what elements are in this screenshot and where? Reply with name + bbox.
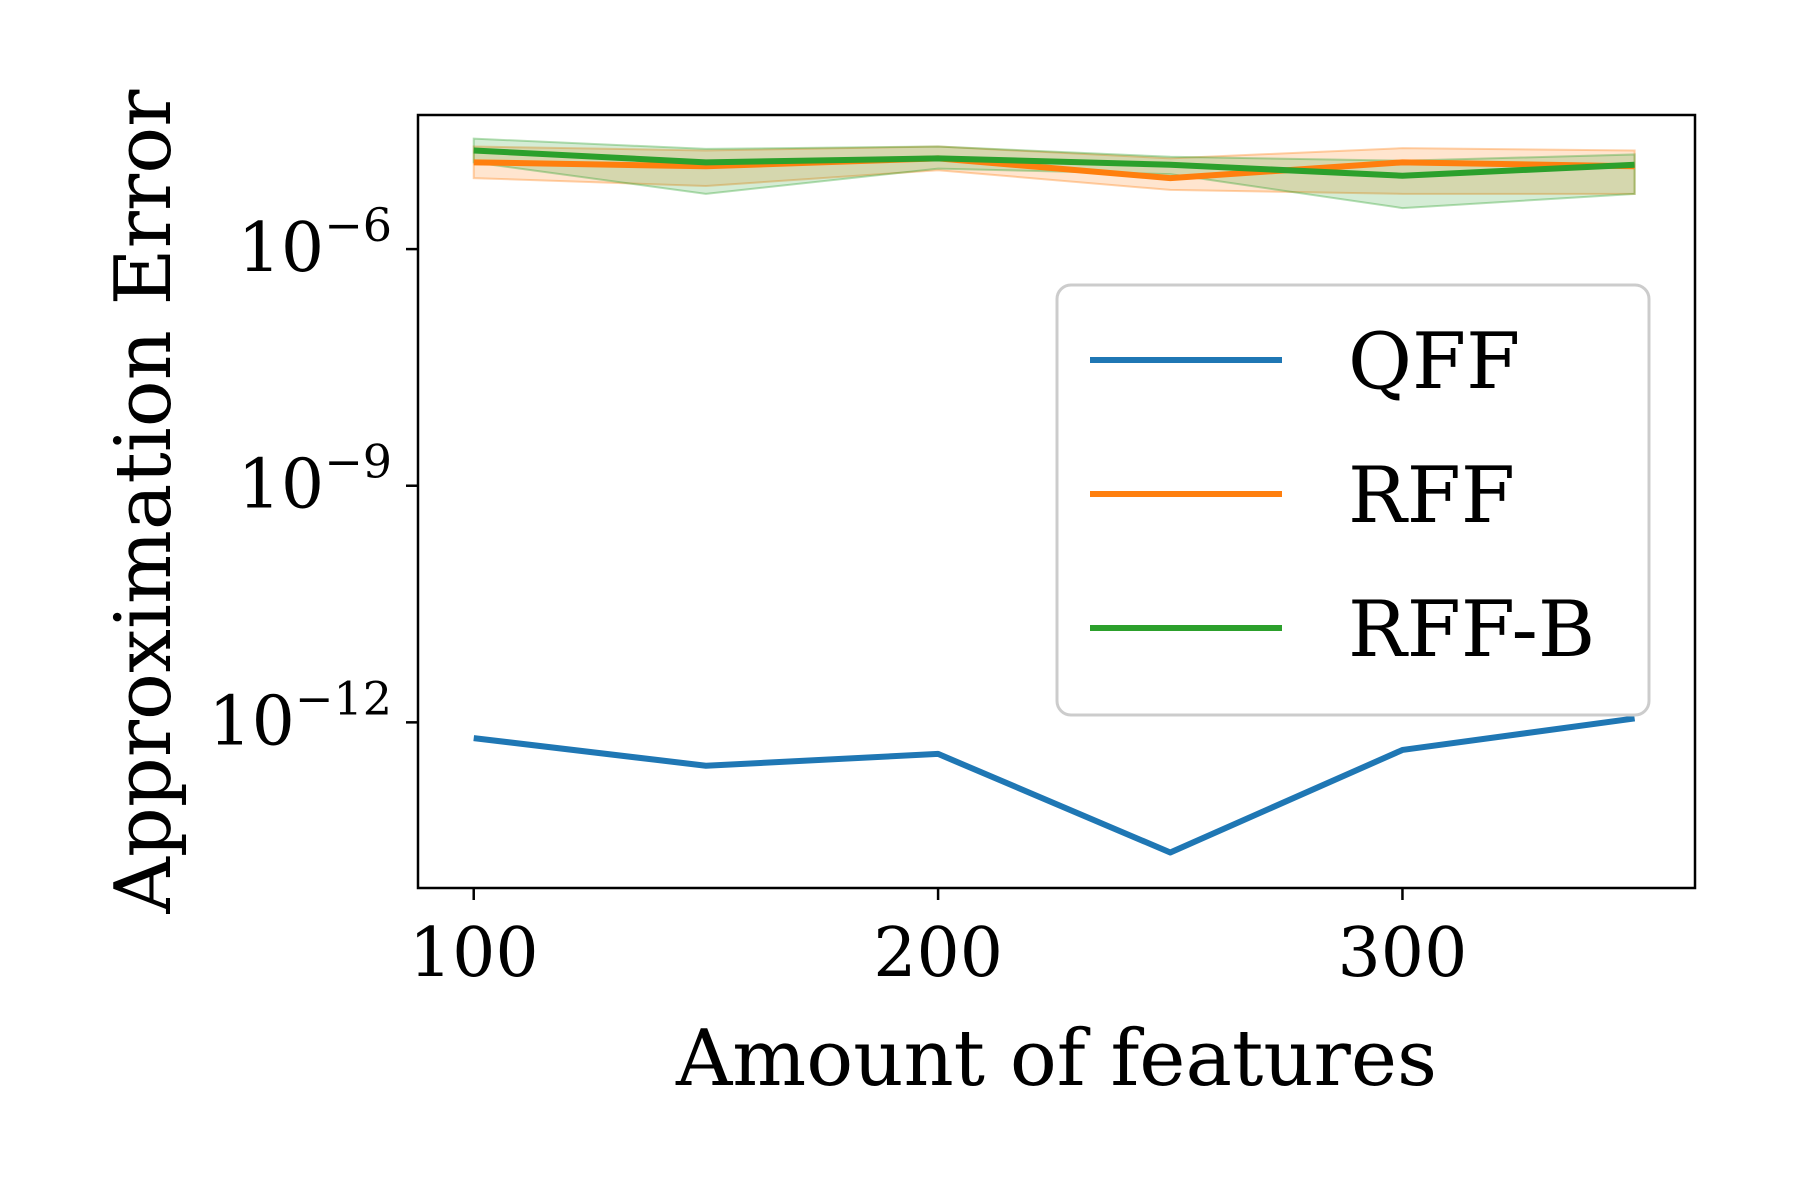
plot-frame (416, 113, 1697, 890)
legend: QFF RFF RFF-B (1055, 283, 1651, 717)
x-tick-label: 100 (409, 914, 539, 993)
x-tick-label: 300 (1338, 914, 1468, 993)
y-tick-label: 10−9 (238, 435, 392, 525)
y-axis-label: Approximation Error (99, 89, 189, 915)
series-line-rff (473, 155, 1635, 182)
y-axis-ticks: 10−6 10−9 10−12 (208, 198, 418, 761)
legend-label: QFF (1348, 317, 1520, 407)
legend-box (1055, 283, 1651, 717)
y-tick-label: 10−12 (208, 671, 392, 761)
legend-label: RFF-B (1348, 585, 1595, 675)
series-line-qff (473, 715, 1636, 856)
series-line-rff-b (473, 147, 1635, 179)
x-axis-ticks: 100 200 300 (409, 888, 1468, 993)
x-axis-label: Amount of features (675, 1014, 1437, 1104)
band-rff-b (472, 137, 1636, 210)
legend-label: RFF (1348, 451, 1515, 541)
y-tick-label: 10−6 (238, 198, 392, 288)
series-lines (473, 147, 1636, 856)
x-tick-label: 200 (873, 914, 1003, 993)
